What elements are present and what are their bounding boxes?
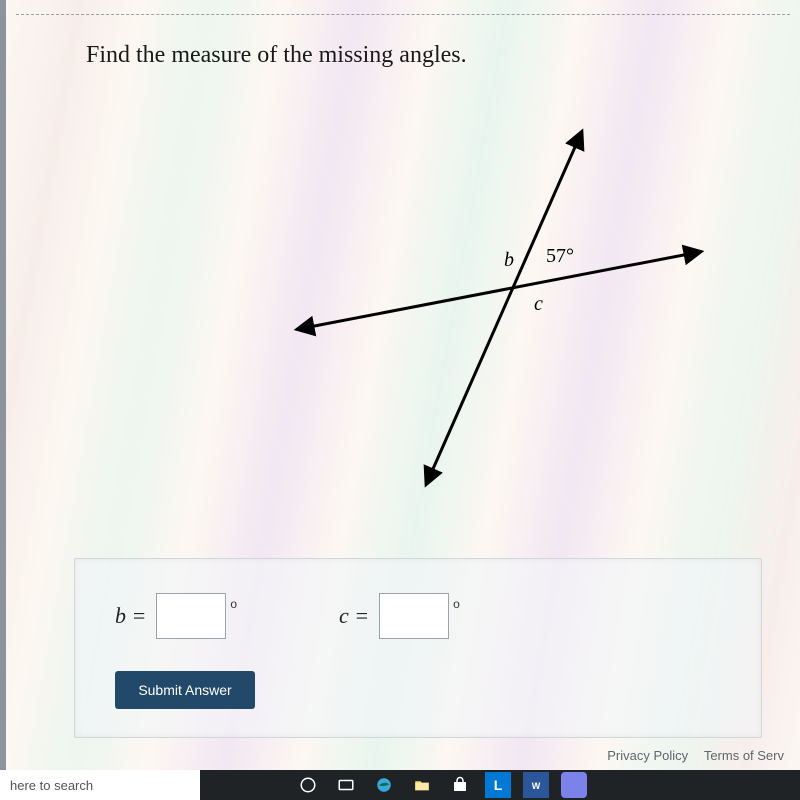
divider [16, 14, 790, 15]
taskbar: here to search L W [0, 770, 800, 800]
explorer-icon[interactable] [404, 770, 440, 800]
unit-b: o [230, 597, 237, 611]
line-2 [429, 138, 579, 478]
answer-panel: b = o c = o Submit Answer [74, 558, 762, 738]
taskbar-search[interactable]: here to search [0, 770, 200, 800]
label-b: b = [115, 603, 146, 629]
task-view-icon[interactable] [328, 770, 364, 800]
word-icon[interactable]: W [518, 770, 554, 800]
unit-c: o [453, 597, 460, 611]
question-prompt: Find the measure of the missing angles. [74, 28, 762, 69]
linkedin-icon[interactable]: L [480, 770, 516, 800]
search-placeholder: here to search [10, 778, 93, 793]
answer-row-c: c = o [339, 593, 466, 639]
screen-area: Find the measure of the missing angles. … [6, 0, 800, 770]
input-c[interactable] [379, 593, 449, 639]
question-card: Find the measure of the missing angles. … [74, 28, 762, 548]
angle-b-label: b [504, 249, 514, 271]
answer-row-b: b = o [115, 593, 243, 639]
taskbar-icons: L W [290, 770, 592, 800]
footer-links: Privacy Policy Terms of Serv [601, 748, 790, 763]
svg-text:W: W [532, 781, 541, 791]
input-b[interactable] [156, 593, 226, 639]
teams-icon[interactable] [556, 770, 592, 800]
terms-link[interactable]: Terms of Serv [704, 748, 784, 763]
privacy-link[interactable]: Privacy Policy [607, 748, 688, 763]
given-angle-label: 57° [546, 245, 574, 267]
store-icon[interactable] [442, 770, 478, 800]
submit-button[interactable]: Submit Answer [115, 671, 255, 709]
label-c: c = [339, 603, 369, 629]
cortana-icon[interactable] [290, 770, 326, 800]
angle-diagram: 57° b c [184, 98, 704, 488]
angle-c-label: c [534, 293, 543, 315]
edge-icon[interactable] [366, 770, 402, 800]
